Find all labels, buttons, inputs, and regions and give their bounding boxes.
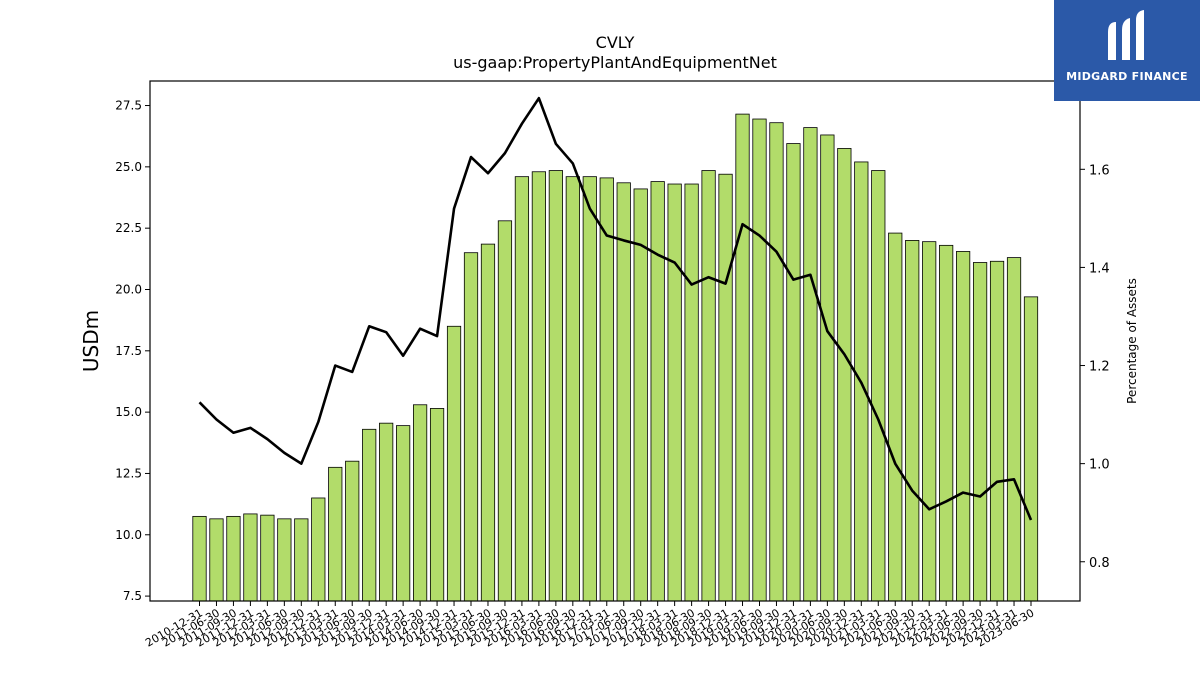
- bar: [989, 260, 1005, 602]
- bar: [480, 243, 496, 602]
- bar: [871, 170, 886, 602]
- bar: [803, 127, 818, 602]
- percentage-of-assets-line: [198, 96, 1033, 521]
- bar-series: [192, 113, 1039, 602]
- bar: [548, 170, 563, 602]
- bar: [905, 240, 920, 602]
- bar: [820, 134, 835, 602]
- y-tick-label: 10.0: [115, 528, 142, 542]
- bar: [379, 422, 394, 602]
- bar: [1023, 296, 1039, 602]
- bar: [412, 404, 428, 602]
- bar: [972, 262, 988, 602]
- y-tick-label: 22.5: [115, 221, 142, 235]
- brand-name: MIDGARD FINANCE: [1066, 70, 1188, 83]
- bar: [463, 252, 479, 602]
- bar: [956, 251, 971, 602]
- bar: [922, 241, 937, 602]
- y-axis-label: USDm: [79, 310, 103, 372]
- midgard-m-logo-icon: [1108, 10, 1144, 60]
- x-axis-ticks: 2010-12-312011-06-302011-09-302011-12-31…: [143, 601, 1037, 650]
- chart-subtitle: us-gaap:PropertyPlantAndEquipmentNet: [453, 53, 777, 72]
- bar: [243, 513, 258, 602]
- bar: [888, 232, 903, 602]
- bar: [277, 518, 292, 602]
- bar: [667, 183, 682, 602]
- bar: [650, 181, 665, 602]
- y2-tick-label: 1.4: [1089, 261, 1110, 276]
- bar: [429, 408, 445, 602]
- bar: [192, 515, 207, 602]
- bar: [939, 244, 954, 602]
- y2-tick-label: 0.8: [1089, 556, 1110, 571]
- chart-title: CVLY: [596, 33, 635, 52]
- bar: [345, 460, 360, 602]
- y-tick-label: 12.5: [115, 466, 142, 480]
- bar: [752, 118, 767, 602]
- bar: [786, 143, 801, 602]
- y-tick-label: 17.5: [115, 344, 142, 358]
- bar: [718, 173, 733, 602]
- left-axis-ticks: 7.5 10.0 12.5 15.0 17.5 20.0 22.5 25.0 27.5: [115, 99, 150, 603]
- bar: [226, 515, 241, 602]
- bar: [497, 220, 513, 602]
- bar: [328, 466, 343, 602]
- y-tick-label: 27.5: [115, 99, 142, 113]
- bar: [684, 183, 699, 602]
- bar: [311, 497, 326, 602]
- brand-logo: MIDGARD FINANCE: [1054, 0, 1200, 101]
- bar: [396, 425, 411, 602]
- bar: [1006, 257, 1022, 602]
- bar: [599, 177, 614, 602]
- bar: [616, 182, 631, 602]
- bar: [582, 176, 597, 602]
- bar: [701, 170, 716, 602]
- bar: [209, 518, 224, 602]
- y-tick-label: 25.0: [115, 160, 142, 174]
- bar: [735, 113, 750, 602]
- bar: [531, 171, 546, 602]
- right-axis-ticks: 0.8 1.0 1.2 1.4 1.6: [1080, 163, 1110, 571]
- bar: [565, 176, 580, 602]
- y-tick-label: 20.0: [115, 282, 142, 296]
- y2-tick-label: 1.2: [1089, 360, 1110, 375]
- bar: [260, 514, 275, 602]
- bar: [446, 325, 462, 602]
- plot-frame: [149, 80, 1081, 602]
- bar: [769, 122, 784, 602]
- bar: [633, 188, 648, 602]
- bar: [294, 518, 309, 602]
- y2-tick-label: 1.6: [1089, 163, 1110, 178]
- y-tick-label: 7.5: [123, 589, 142, 603]
- bar: [514, 176, 530, 602]
- y2-tick-label: 1.0: [1089, 458, 1110, 473]
- y2-axis-label: Percentage of Assets: [1125, 278, 1139, 404]
- bar: [837, 148, 852, 602]
- bar: [362, 428, 377, 602]
- y-tick-label: 15.0: [115, 405, 142, 419]
